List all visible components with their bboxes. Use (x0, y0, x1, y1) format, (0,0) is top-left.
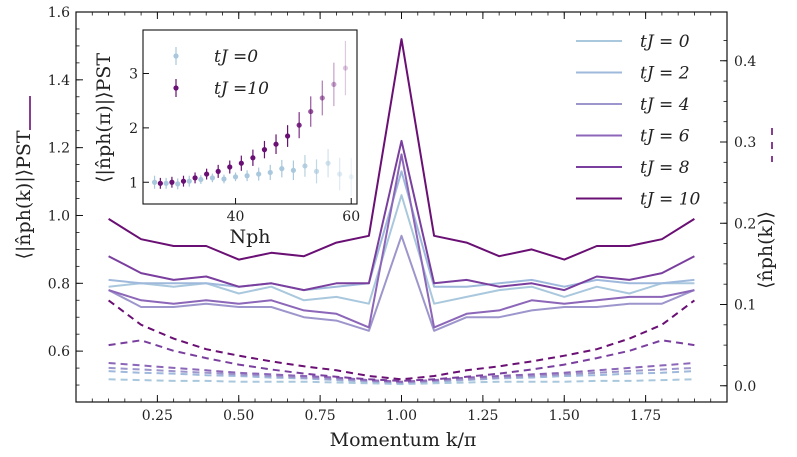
plot-area: 0.25 0.50 0.75 1.00 1.25 1.50 1.75 0.6 0.8 1.0 1.2… (48, 5, 757, 424)
inset-y-label: ⟨|n̂ph(π)|⟩PST (93, 53, 115, 183)
inset-point (209, 175, 216, 181)
solid-series-3 (108, 153, 695, 329)
x-tick-label: 1.75 (630, 408, 661, 424)
inset-point (348, 174, 354, 180)
right-y-tick-label: 0.2 (734, 216, 756, 232)
inset-point (302, 163, 308, 169)
x-tick-label: 0.75 (305, 408, 336, 424)
inset-point (261, 147, 268, 153)
inset-point (215, 168, 221, 174)
x-tick-label: 1.50 (549, 408, 580, 424)
inset-point (319, 95, 325, 101)
inset-point (290, 167, 296, 173)
inset-x-tick-label: 40 (227, 209, 245, 225)
x-tick-label: 0.50 (223, 408, 254, 424)
inset-point (163, 180, 169, 186)
legend-label: tJ = 2 (640, 64, 690, 84)
inset-point (296, 122, 302, 128)
legend-label: tJ = 6 (640, 127, 690, 147)
inset-point (186, 178, 192, 184)
inset-point (227, 164, 233, 170)
inset-point (250, 155, 256, 161)
right-y-label: ⟨n̂ph(k)⟩ (755, 211, 777, 289)
inset-point (273, 141, 279, 147)
right-y-tick-label: 0.4 (734, 54, 756, 70)
x-tick-label: 1.00 (386, 408, 417, 424)
dashed-series-5 (107, 299, 696, 381)
legend-label: tJ = 0 (640, 32, 690, 52)
inset-frame (142, 29, 358, 205)
solid-series-5 (108, 38, 695, 261)
inset-legend-marker (173, 53, 179, 59)
inset-point (244, 173, 250, 179)
right-y-axis-title: ⟨n̂ph(k)⟩ (755, 128, 777, 289)
inset-point (238, 160, 244, 166)
inset-y-tick-label: 2 (129, 121, 138, 137)
left-y-tick-label: 1.2 (48, 141, 70, 157)
inset-y-tick-label: 1 (129, 175, 138, 191)
inset-plot: 40 60 1 2 3 Nph ⟨|n̂ph(π)|⟩PST tJ =0 tJ =10 (93, 29, 360, 248)
inset-point (204, 171, 210, 177)
left-y-tick-label: 0.6 (48, 344, 70, 360)
inset-ticks: 40 60 1 2 3 (129, 67, 360, 226)
inset-point (331, 81, 337, 87)
inset-point (337, 171, 343, 177)
inset-point (313, 168, 320, 174)
x-tick-label: 0.25 (142, 408, 173, 424)
inset-point (342, 65, 349, 71)
left-y-tick-label: 0.8 (48, 276, 70, 292)
left-y-axis-title: ⟨|n̂ph(k)|⟩PST (13, 96, 35, 260)
x-axis-label: Momentum k/π (330, 429, 477, 451)
left-y-label: ⟨|n̂ph(k)|⟩PST (13, 130, 35, 259)
inset-x-label: Nph (229, 226, 270, 248)
dashed-series-4 (108, 339, 695, 382)
legend: tJ = 0 tJ = 2 tJ = 4 tJ = 6 tJ = 8 tJ = 10 (576, 32, 701, 210)
inset-point (180, 178, 187, 184)
inset-point (256, 171, 262, 177)
inset-data (151, 40, 354, 196)
left-y-tick-label: 1.6 (48, 5, 70, 21)
right-y-tick-label: 0.0 (734, 379, 756, 395)
legend-label: tJ = 10 (640, 190, 701, 210)
inset-legend-label: tJ =10 (214, 79, 269, 99)
left-y-tick-label: 1.0 (48, 208, 70, 224)
inset-x-tick-label: 60 (342, 209, 360, 225)
inset-point (151, 179, 158, 185)
inset-legend-marker (173, 85, 179, 91)
inset-point (157, 180, 163, 186)
right-y-tick-label: 0.3 (734, 135, 756, 151)
x-tick-label: 1.25 (467, 408, 498, 424)
right-y-tick-label: 0.1 (734, 298, 756, 314)
inset-point (325, 160, 331, 166)
solid-series-group (108, 38, 695, 332)
inset-point (192, 175, 198, 181)
legend-label: tJ = 4 (640, 95, 690, 115)
inset-point (267, 169, 273, 176)
solid-series-1 (108, 170, 695, 292)
legend-label: tJ = 8 (640, 158, 690, 178)
dashed-series-3 (108, 362, 695, 383)
inset-point (198, 176, 204, 183)
solid-series-4 (108, 139, 695, 292)
dashed-series-group (107, 299, 696, 386)
axis-ticks: 0.25 0.50 0.75 1.00 1.25 1.50 1.75 0.6 0.8 1.0 1.2… (48, 5, 757, 424)
solid-series-2 (108, 234, 695, 332)
inset-point (232, 174, 239, 180)
inset-point (308, 108, 314, 115)
inset-point (279, 166, 285, 172)
inset-point (175, 181, 181, 187)
inset-legend-label: tJ =0 (214, 47, 258, 67)
inset-point (221, 176, 227, 182)
inset-y-tick-label: 3 (129, 67, 138, 83)
inset-point (169, 179, 175, 185)
left-y-tick-label: 1.4 (48, 73, 70, 89)
inset-legend: tJ =0 tJ =10 (173, 47, 269, 99)
solid-series-0 (108, 194, 695, 305)
inset-point (284, 133, 291, 139)
